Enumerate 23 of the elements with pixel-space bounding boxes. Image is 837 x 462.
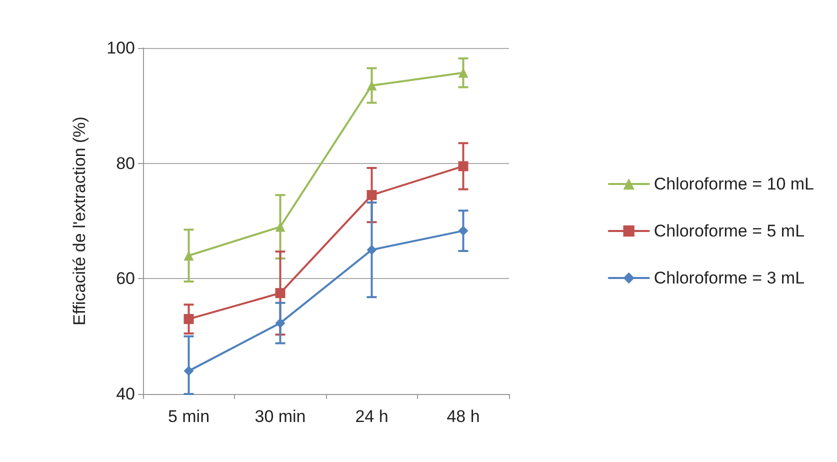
x-tick-label: 30 min <box>254 407 306 426</box>
point <box>458 68 468 78</box>
point <box>184 366 194 376</box>
point <box>275 288 286 298</box>
point <box>458 161 468 172</box>
point <box>275 318 286 328</box>
point <box>458 226 468 236</box>
y-tick-label: 40 <box>116 384 135 404</box>
y-tick-label: 80 <box>116 154 135 173</box>
y-tick-label: 60 <box>116 269 135 288</box>
point <box>184 250 194 261</box>
legend-label: Chloroforme = 3 mL <box>654 268 805 288</box>
legend-label: Chloroforme = 10 mL <box>654 174 814 194</box>
point <box>366 244 377 255</box>
x-tick-label: 48 h <box>446 407 480 426</box>
point <box>184 314 194 324</box>
x-tick-label: 5 min <box>168 407 210 426</box>
y-axis-title: Efficacité de l'extraction (%) <box>70 116 89 326</box>
point <box>275 222 286 232</box>
y-tick-label: 100 <box>106 38 135 58</box>
point <box>366 190 377 200</box>
x-tick-label: 24 h <box>355 407 388 426</box>
legend-label: Chloroforme = 5 mL <box>654 222 805 240</box>
